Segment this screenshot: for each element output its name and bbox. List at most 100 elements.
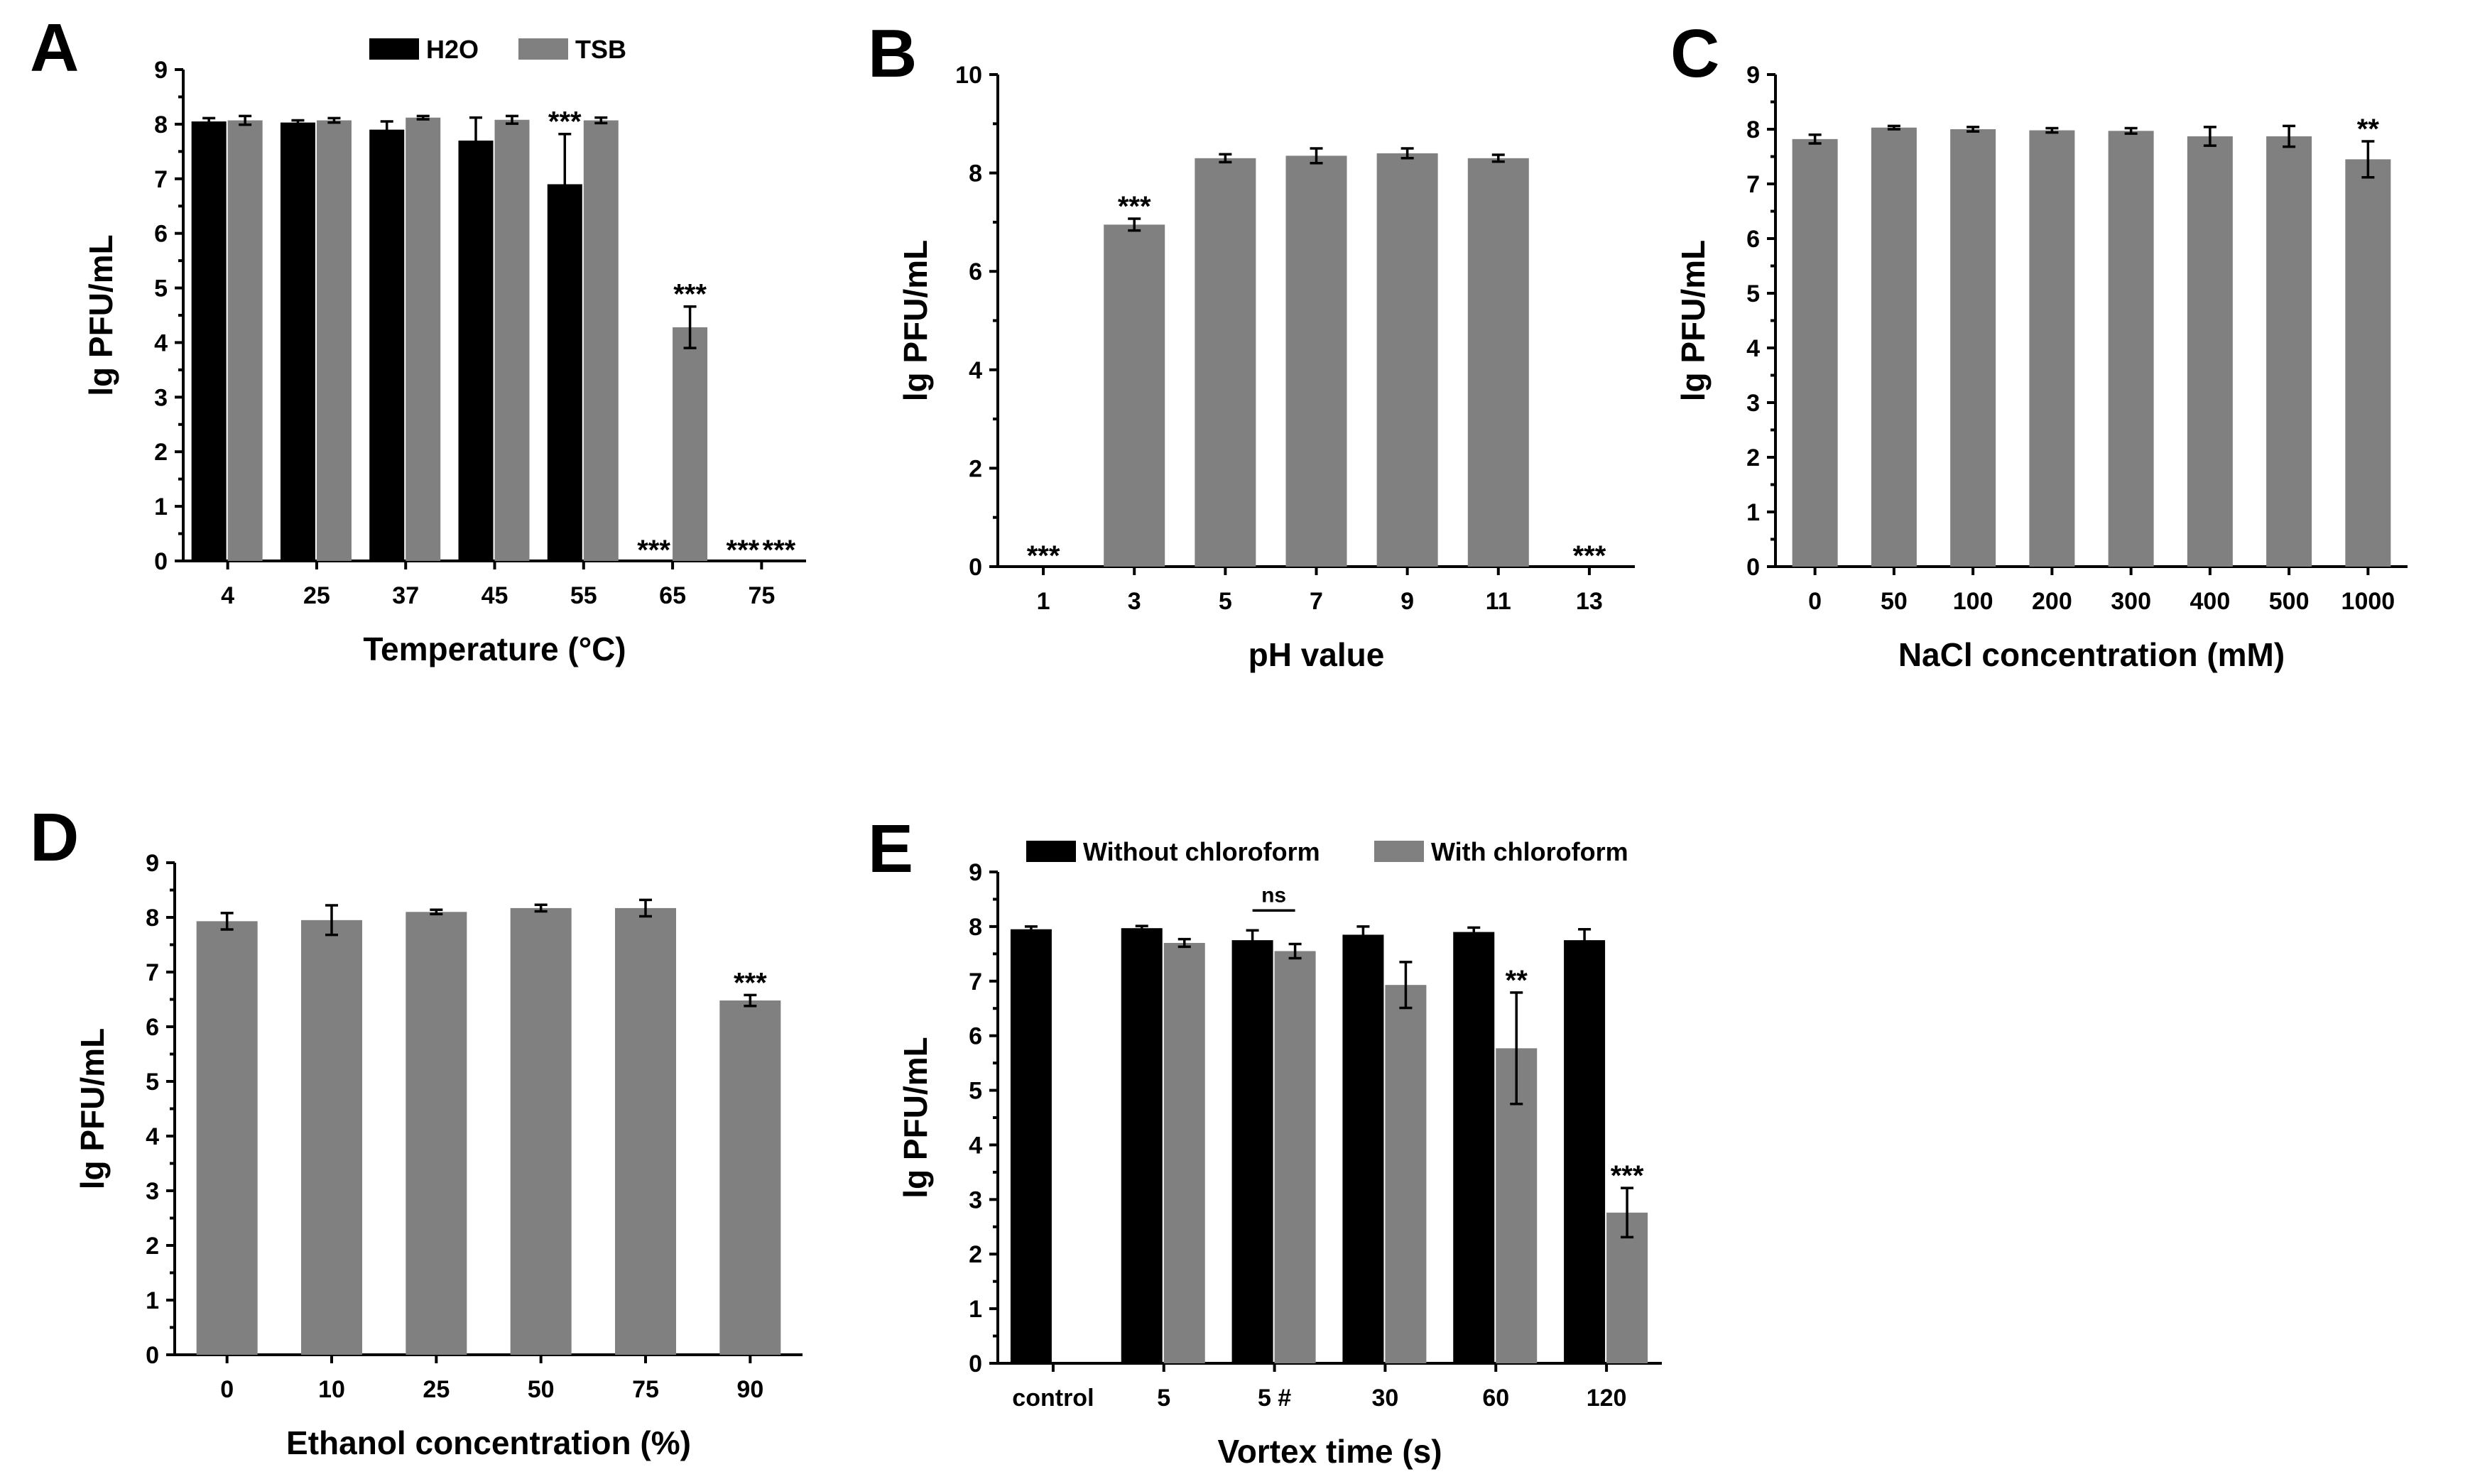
bar	[2029, 130, 2075, 567]
bar	[1231, 940, 1273, 1363]
x-tick-label: 3	[1128, 588, 1141, 615]
y-tick-label: 5	[1746, 280, 1760, 307]
x-tick-label: 45	[482, 582, 508, 609]
bar	[615, 907, 676, 1355]
bar	[2266, 136, 2312, 567]
y-tick-label: 2	[969, 1241, 982, 1268]
x-tick-label: 55	[570, 582, 597, 609]
x-tick-label: 50	[528, 1376, 555, 1403]
x-axis-title: NaCl concentration (mM)	[1898, 636, 2285, 673]
x-tick-label: 400	[2190, 588, 2231, 615]
bar	[1385, 985, 1427, 1363]
x-axis-title: pH value	[1249, 636, 1385, 673]
x-tick-label: 25	[303, 582, 330, 609]
y-tick-label: 7	[154, 166, 168, 193]
significance-label: ***	[673, 279, 707, 310]
bar	[280, 122, 315, 562]
bar	[1285, 156, 1347, 567]
legend-label: TSB	[575, 35, 626, 64]
significance-label: ***	[763, 535, 796, 566]
x-tick-label: 0	[1808, 588, 1822, 615]
x-tick-label: 100	[1953, 588, 1993, 615]
x-tick-label: 11	[1486, 588, 1511, 615]
significance-label: ***	[1027, 540, 1060, 572]
bar	[196, 921, 258, 1355]
y-tick-label: 5	[154, 275, 168, 302]
y-tick-label: 6	[969, 258, 982, 285]
legend-label: Without chloroform	[1083, 837, 1320, 866]
significance-label: ***	[734, 967, 767, 998]
x-tick-label: 7	[1310, 588, 1323, 615]
bar	[458, 140, 494, 561]
x-tick-label: 5	[1157, 1385, 1170, 1412]
x-tick-label: 30	[1372, 1385, 1399, 1412]
significance-label: ***	[1611, 1160, 1644, 1191]
y-tick-label: 2	[969, 455, 982, 482]
y-tick-label: 9	[146, 850, 159, 877]
x-tick-label: 60	[1482, 1385, 1509, 1412]
x-tick-label: 13	[1576, 588, 1603, 615]
x-tick-label: 4	[221, 582, 234, 609]
y-tick-label: 9	[154, 57, 168, 84]
y-tick-label: 6	[154, 221, 168, 248]
bar	[301, 920, 362, 1355]
y-axis-title: lg PFU/mL	[74, 1028, 111, 1189]
y-axis-title: lg PFU/mL	[897, 1037, 934, 1198]
x-tick-label: 1000	[2341, 588, 2395, 615]
y-tick-label: 0	[969, 1351, 982, 1377]
x-tick-label: 300	[2111, 588, 2151, 615]
y-tick-label: 0	[146, 1342, 159, 1369]
bar	[1342, 934, 1384, 1363]
y-tick-label: 0	[969, 554, 982, 581]
y-tick-label: 8	[154, 111, 168, 138]
legend-label: H2O	[426, 35, 479, 64]
significance-label: ***	[637, 535, 670, 566]
bar	[1010, 929, 1052, 1363]
bar	[583, 120, 619, 562]
y-tick-label: 4	[146, 1123, 159, 1150]
bar	[1950, 129, 1996, 567]
y-tick-label: 8	[969, 914, 982, 941]
y-tick-label: 8	[146, 905, 159, 932]
axis-line	[173, 863, 803, 1356]
x-tick-label: 1	[1037, 588, 1050, 615]
y-tick-label: 4	[969, 357, 982, 384]
bar	[2187, 136, 2233, 567]
significance-label: ***	[548, 107, 582, 138]
y-tick-label: 1	[146, 1287, 159, 1314]
y-tick-label: 9	[1746, 62, 1760, 89]
y-tick-label: 1	[969, 1296, 982, 1323]
y-tick-label: 6	[1746, 226, 1760, 253]
legend-swatch	[1374, 841, 1424, 862]
y-axis-title: lg PFU/mL	[1675, 240, 1712, 401]
y-tick-label: 2	[1746, 444, 1760, 471]
x-tick-label: 65	[659, 582, 686, 609]
legend-swatch	[369, 38, 419, 60]
bar	[2108, 131, 2154, 567]
panel-letter: D	[30, 800, 79, 875]
x-tick-label: 10	[318, 1376, 345, 1403]
legend-label: With chloroform	[1431, 837, 1628, 866]
y-tick-label: 6	[969, 1023, 982, 1050]
y-tick-label: 3	[1746, 390, 1760, 417]
significance-label: ***	[727, 535, 760, 566]
bar	[2345, 159, 2391, 567]
panel-letter: A	[30, 10, 79, 86]
legend-swatch	[1026, 841, 1076, 862]
x-tick-label: 9	[1400, 588, 1414, 615]
bar	[227, 120, 263, 562]
x-tick-label: 75	[632, 1376, 659, 1403]
y-tick-label: 7	[146, 959, 159, 986]
y-axis-title: lg PFU/mL	[897, 240, 934, 401]
bar	[510, 907, 572, 1355]
x-tick-label: 50	[1881, 588, 1908, 615]
x-tick-label: 90	[736, 1376, 763, 1403]
x-tick-label: 37	[392, 582, 419, 609]
y-tick-label: 5	[146, 1069, 159, 1096]
bar	[1121, 928, 1163, 1363]
bar	[191, 121, 227, 562]
bar	[1274, 951, 1316, 1363]
